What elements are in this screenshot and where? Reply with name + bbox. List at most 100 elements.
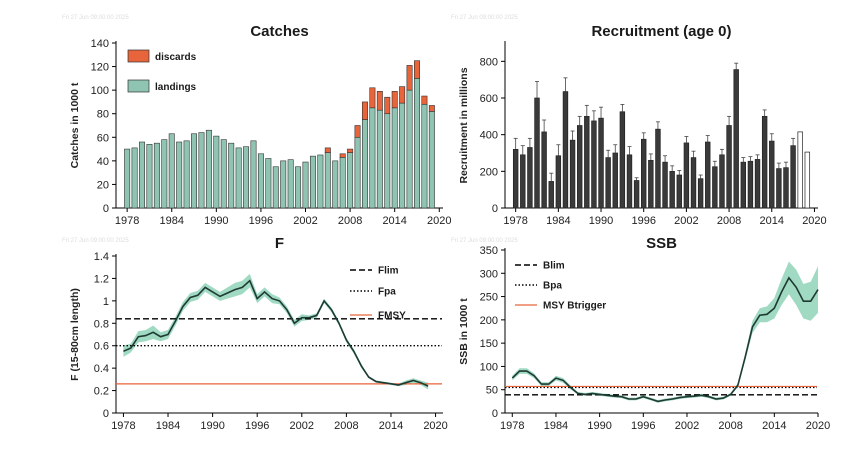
discards-bar <box>376 91 383 111</box>
watermark-text: Fri 27 Jun 09:00:00 2025 <box>62 15 129 21</box>
discards-bar <box>384 96 391 115</box>
legend-label-landings: landings <box>155 82 197 93</box>
recruitment-bar <box>783 167 789 209</box>
recruitment-chart: Fri 27 Jun 09:00:00 2025 Recruitment (age… <box>451 15 827 227</box>
recruitment-bar <box>769 140 775 209</box>
discards-bar <box>399 86 406 104</box>
landings-bar <box>347 152 354 209</box>
chart-title: Recruitment (age 0) <box>591 23 731 40</box>
discards-bar <box>354 125 361 138</box>
recruitment-bar <box>619 111 626 209</box>
landings-bar <box>213 135 220 209</box>
y-tick-label: 800 <box>480 56 498 68</box>
SSB-chart: Fri 27 Jun 09:00:00 2025 SSB SSB in 1000 t… <box>451 235 830 432</box>
recruitment-bar <box>591 120 597 209</box>
landings-bar <box>384 113 391 209</box>
x-tick-label: 2008 <box>338 215 362 227</box>
y-tick-label: 150 <box>480 338 498 350</box>
recruitment-bar <box>655 128 661 209</box>
y-tick-label: 120 <box>91 62 109 74</box>
x-tick-label: 2014 <box>760 215 784 227</box>
landings-bar <box>399 102 406 209</box>
y-tick-label: 20 <box>97 179 109 191</box>
recruitment-bar <box>747 160 754 209</box>
recruitment-bar <box>719 154 725 209</box>
x-tick-label: 1990 <box>587 420 611 432</box>
y-tick-label: 100 <box>480 361 498 373</box>
x-tick-label: 2020 <box>427 215 451 227</box>
recruitment-bar <box>633 180 640 209</box>
x-tick-label: 1984 <box>156 420 180 432</box>
recruitment-bar <box>569 139 576 209</box>
landings-bar <box>421 103 428 209</box>
landings-bar <box>287 159 294 209</box>
x-tick-label: 1990 <box>200 420 224 432</box>
landings-bar <box>369 107 376 209</box>
recruitment-bar <box>598 117 604 209</box>
landings-bar <box>406 89 413 209</box>
landings-bar <box>205 129 212 209</box>
recruitment-assumed-bar <box>804 151 811 209</box>
recruitment-bar <box>790 145 796 209</box>
y-tick-label: 0 <box>492 408 498 420</box>
legend-label-msy-btrigger: MSY Btrigger <box>543 301 606 312</box>
recruitment-bar <box>527 147 533 209</box>
x-tick-label: 1990 <box>589 215 613 227</box>
x-tick-label: 1978 <box>503 215 527 227</box>
recruitment-bar <box>733 69 739 209</box>
x-tick-label: 1984 <box>544 420 568 432</box>
y-tick-label: 80 <box>97 109 109 121</box>
chart-title: SSB <box>646 235 677 252</box>
y-axis-label: Catches in 1000 t <box>69 82 81 168</box>
recruitment-bar <box>520 154 526 209</box>
y-tick-label: 600 <box>480 93 498 105</box>
SSB-line <box>511 276 819 403</box>
legend-label-bpa: Bpa <box>543 281 562 292</box>
legend-swatch-landings <box>127 79 150 93</box>
landings-bar <box>272 166 279 209</box>
recruitment-bar <box>548 181 554 209</box>
x-tick-label: 2008 <box>334 420 358 432</box>
x-tick-label: 1996 <box>245 420 269 432</box>
recruitment-bar <box>705 141 711 209</box>
landings-bar <box>146 144 153 209</box>
recruitment-bar <box>612 152 618 209</box>
y-tick-label: 0 <box>492 203 498 215</box>
landings-bar <box>280 160 287 209</box>
discards-bar <box>414 60 420 79</box>
discards-bar <box>406 65 413 91</box>
y-tick-label: 1.4 <box>94 251 109 263</box>
legend-label-discards: discards <box>155 52 197 63</box>
x-tick-label: 2002 <box>675 420 699 432</box>
x-tick-label: 2014 <box>382 215 406 227</box>
recruitment-bar <box>662 161 668 209</box>
landings-bar <box>257 153 264 209</box>
landings-bar <box>339 157 346 209</box>
landings-bar <box>302 161 309 209</box>
x-tick-label: 1978 <box>500 420 524 432</box>
discards-bar <box>369 87 376 109</box>
x-tick-label: 2002 <box>674 215 698 227</box>
discards-bar <box>347 148 354 153</box>
recruitment-bar <box>740 161 747 209</box>
legend-swatch-discards <box>127 49 150 63</box>
recruitment-bar <box>541 131 547 209</box>
landings-bar <box>235 147 242 209</box>
y-tick-label: 100 <box>91 85 109 97</box>
recruitment-bar <box>576 125 583 209</box>
landings-bar <box>243 146 250 209</box>
x-tick-label: 1996 <box>249 215 273 227</box>
recruitment-assumed-bar <box>797 131 803 209</box>
landings-bar <box>198 132 205 209</box>
y-tick-label: 140 <box>91 38 109 50</box>
chart-title: F <box>275 235 284 252</box>
watermark-text: Fri 27 Jun 09:00:00 2025 <box>451 15 518 21</box>
y-tick-label: 50 <box>486 385 498 397</box>
F-chart: Fri 27 Jun 09:00:00 2025 F F (15-80cm leng… <box>62 235 448 432</box>
landings-bar <box>361 119 368 209</box>
recruitment-bar <box>726 125 732 209</box>
y-tick-label: 0 <box>103 408 109 420</box>
discards-bar <box>339 153 346 158</box>
y-tick-label: 0.2 <box>94 386 109 398</box>
x-tick-label: 2020 <box>423 420 447 432</box>
